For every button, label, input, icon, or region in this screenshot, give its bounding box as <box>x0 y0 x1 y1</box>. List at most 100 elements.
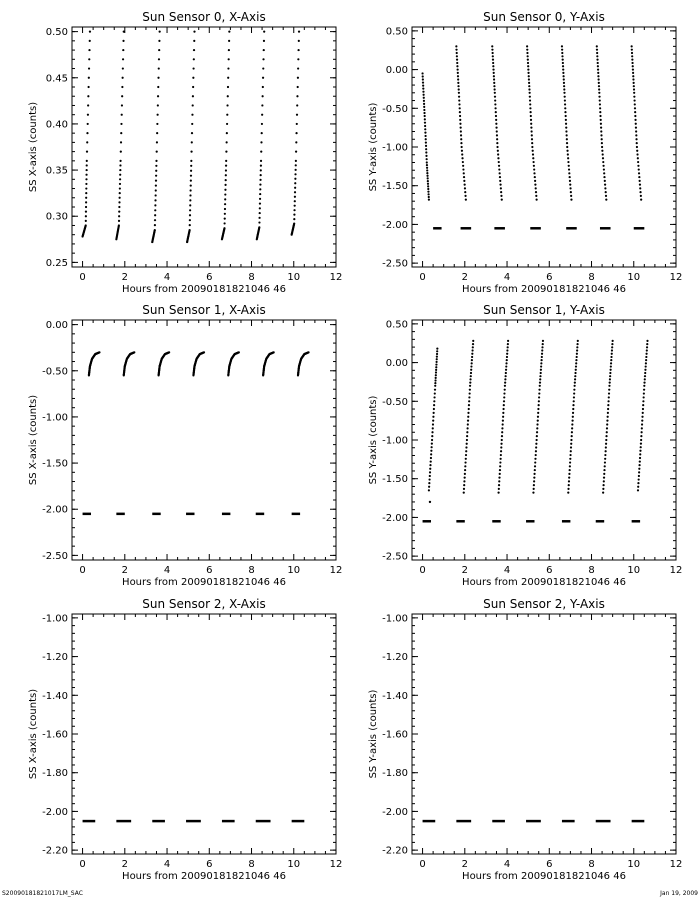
data-point <box>506 346 509 349</box>
data-point <box>497 164 501 167</box>
data-point <box>638 183 642 186</box>
data-point <box>190 132 194 135</box>
y-tick-label: -1.00 <box>42 412 68 423</box>
data-point <box>225 122 229 126</box>
data-point <box>602 480 605 483</box>
data-point <box>223 207 227 211</box>
data-point <box>641 407 645 411</box>
data-point <box>469 381 472 384</box>
data-point <box>427 198 430 201</box>
data-point <box>189 209 192 212</box>
data-point <box>435 358 438 361</box>
data-point <box>541 343 544 346</box>
data-point <box>430 453 433 456</box>
data-point <box>607 396 610 399</box>
data-point <box>501 419 504 422</box>
data-point <box>422 99 426 102</box>
data-point <box>154 194 157 197</box>
x-tick-label: 12 <box>330 565 343 576</box>
x-tick-label: 2 <box>462 859 468 870</box>
data-point <box>189 184 192 187</box>
data-point <box>631 71 635 74</box>
y-tick-label: -1.00 <box>382 613 408 624</box>
data-point <box>601 157 605 160</box>
x-tick-label: 4 <box>504 859 510 870</box>
data-point <box>530 134 533 137</box>
data-segment-4 <box>567 339 579 494</box>
data-point <box>87 76 90 79</box>
y-axis-label: SS Y-axis (counts) <box>368 102 379 191</box>
data-point <box>534 453 537 457</box>
data-point <box>604 191 607 194</box>
data-point <box>496 149 499 152</box>
data-point <box>297 58 300 61</box>
x-tick-label: 10 <box>287 565 300 576</box>
data-point <box>540 352 544 355</box>
data-point <box>121 95 124 98</box>
data-point <box>154 179 158 182</box>
y-tick-label: -1.60 <box>42 730 68 741</box>
data-point <box>121 67 124 70</box>
data-point <box>430 442 433 445</box>
data-point <box>528 85 531 88</box>
data-point <box>534 183 537 186</box>
data-segment-4 <box>560 45 573 201</box>
data-point <box>646 339 649 343</box>
data-point <box>434 382 437 385</box>
data-point <box>436 350 439 353</box>
data-point <box>611 343 614 346</box>
data-point <box>294 164 297 167</box>
data-point <box>466 431 469 434</box>
y-tick-label: -1.20 <box>42 652 68 663</box>
x-tick-label: 8 <box>588 565 594 576</box>
data-point <box>575 362 578 365</box>
y-tick-label: -1.40 <box>382 691 408 702</box>
data-point <box>533 468 536 472</box>
data-point <box>470 368 473 371</box>
data-point <box>533 480 536 483</box>
data-point <box>98 351 101 354</box>
data-point <box>423 108 426 112</box>
data-point <box>428 485 431 488</box>
data-point <box>505 365 508 368</box>
data-point <box>424 134 427 138</box>
data-point <box>117 224 120 227</box>
data-point <box>428 478 431 481</box>
y-tick-label: -1.00 <box>42 613 68 624</box>
data-point <box>500 435 504 438</box>
data-point <box>260 132 263 135</box>
data-segment-6 <box>636 339 649 492</box>
chart-panel-4: Sun Sensor 2, X-Axis 0 2 4 6 8 10 12 -2.20 -2.00 -… <box>28 597 342 882</box>
data-point <box>603 465 606 468</box>
data-point <box>600 142 603 145</box>
data-point <box>84 224 87 227</box>
data-point <box>192 76 195 79</box>
y-tick-label: -1.00 <box>382 436 408 447</box>
data-point <box>604 194 608 197</box>
data-point <box>606 419 609 422</box>
data-point <box>567 168 571 171</box>
y-tick-label: -2.00 <box>382 513 408 524</box>
data-point <box>464 465 467 468</box>
data-point <box>223 222 226 225</box>
data-point <box>154 204 157 207</box>
data-point <box>538 384 541 387</box>
data-point <box>632 81 635 84</box>
data-point <box>569 187 572 190</box>
data-point <box>226 113 229 116</box>
data-point <box>455 48 458 51</box>
y-tick-label: 0.35 <box>46 166 68 177</box>
data-point <box>468 384 472 387</box>
data-point <box>495 122 498 125</box>
x-tick-label: 12 <box>670 565 683 576</box>
data-segment-6 <box>296 351 310 377</box>
data-point <box>561 58 564 61</box>
chart-panel-0: Sun Sensor 0, X-Axis 0 2 4 6 8 10 12 0.25 0.30 0.3… <box>28 10 342 295</box>
data-point <box>436 347 439 350</box>
data-point <box>85 164 88 167</box>
data-point <box>532 164 535 167</box>
x-tick-label: 10 <box>287 859 300 870</box>
data-point <box>87 95 90 98</box>
data-point <box>427 190 430 193</box>
data-point <box>156 122 159 126</box>
